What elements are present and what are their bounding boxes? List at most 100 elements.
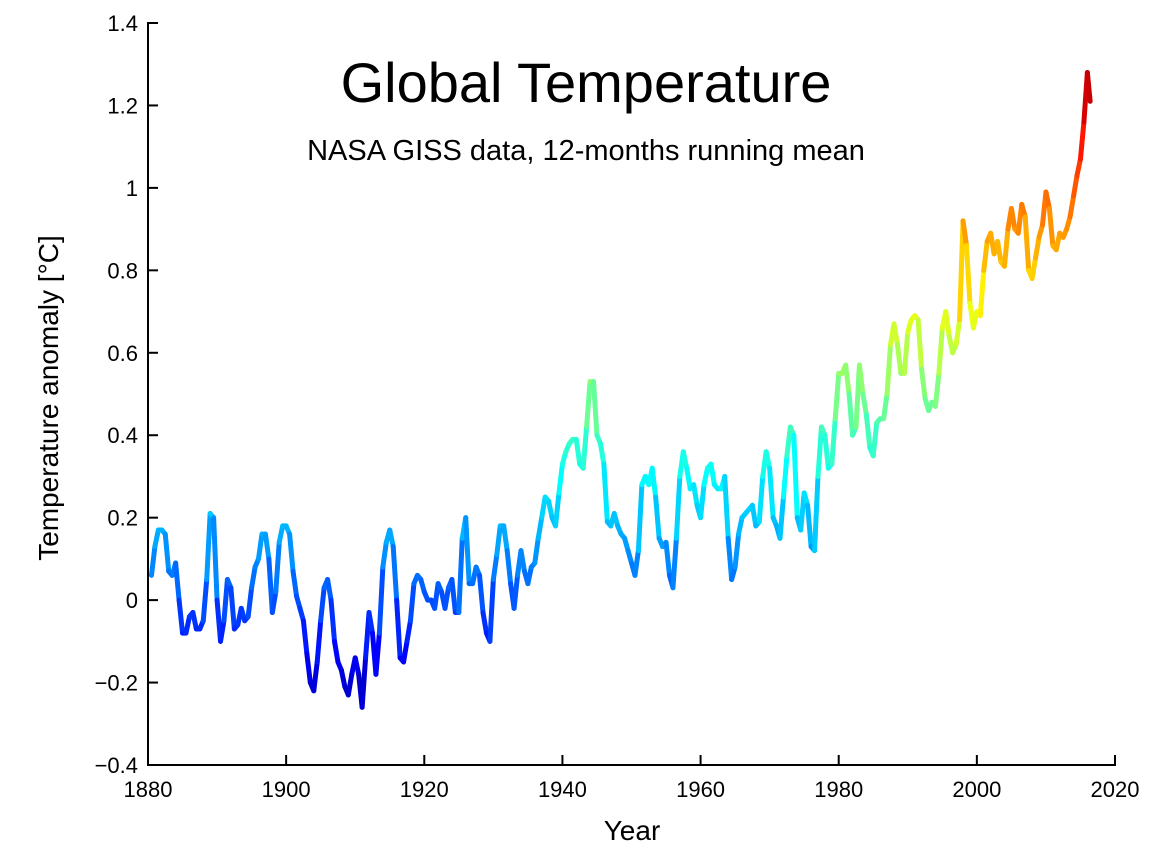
series-segment	[162, 531, 172, 574]
series-segment	[387, 527, 396, 550]
series-segment	[276, 523, 286, 545]
series-segment	[673, 473, 683, 541]
series-segment	[805, 502, 814, 550]
series-segment	[881, 391, 890, 422]
series-segment	[901, 329, 911, 376]
series-segment	[328, 597, 337, 644]
series-segment	[1071, 173, 1080, 199]
series-segment	[487, 577, 496, 644]
series-segment	[756, 473, 766, 525]
x-tick-label: 1980	[814, 777, 863, 802]
series-segment	[200, 577, 210, 624]
series-segment	[494, 523, 503, 558]
series-segment	[331, 638, 341, 665]
y-tick-label: 0.4	[107, 423, 138, 448]
series-segment	[376, 564, 386, 636]
y-tick-label: −0.4	[95, 753, 138, 778]
y-tick-label: 0	[126, 588, 138, 613]
series-segment	[1022, 214, 1032, 273]
x-tick-label: 1900	[262, 777, 311, 802]
series-segment	[304, 651, 313, 686]
series-segment	[553, 490, 562, 529]
series-segment	[932, 370, 942, 409]
series-segment	[269, 589, 279, 615]
series-segment	[318, 585, 327, 624]
series-segment	[995, 238, 1004, 265]
series-segment	[1084, 69, 1093, 104]
chart-subtitle: NASA GISS data, 12-months running mean	[307, 135, 865, 167]
series-segment	[394, 597, 403, 661]
series-segment	[777, 494, 786, 541]
series-segment	[176, 597, 186, 636]
series-segment	[822, 432, 831, 471]
series-segment	[584, 379, 593, 430]
series-segment	[894, 342, 904, 376]
series-segment	[736, 515, 745, 537]
x-tick-label: 2020	[1091, 777, 1140, 802]
series-segment	[546, 498, 555, 521]
series-segment	[915, 317, 925, 372]
series-segment	[518, 548, 527, 574]
series-segment	[218, 618, 227, 644]
series-segment	[287, 531, 296, 574]
series-segment	[663, 539, 672, 578]
series-segment	[981, 238, 990, 273]
series-segment	[228, 585, 237, 632]
series-segment	[635, 482, 645, 554]
series-segment	[463, 515, 472, 587]
series-segment	[597, 440, 607, 467]
series-segment	[860, 391, 869, 418]
y-axis-title: Temperature anomaly [°C]	[33, 235, 64, 561]
x-tick-label: 1940	[538, 777, 587, 802]
series-segment	[325, 577, 334, 603]
series-segment	[211, 515, 220, 603]
series-segment	[1067, 193, 1077, 220]
series-segment	[1008, 206, 1018, 232]
series-segment	[1029, 255, 1039, 282]
y-tick-label: 1	[126, 176, 138, 201]
series-segment	[401, 638, 410, 665]
series-segment	[273, 539, 282, 595]
series-segment	[442, 585, 451, 611]
series-segment	[221, 577, 230, 624]
series-segment	[580, 424, 590, 471]
series-segment	[632, 548, 641, 578]
series-segment	[1001, 226, 1011, 269]
series-segment	[684, 465, 693, 492]
series-segment	[957, 218, 966, 323]
series-segment	[456, 535, 465, 615]
series-segment	[701, 465, 710, 488]
series-segment	[204, 511, 213, 582]
series-segment	[390, 544, 400, 603]
series-segment	[380, 539, 389, 570]
series-segment	[829, 416, 838, 467]
series-segment	[525, 564, 534, 587]
series-segment	[1033, 234, 1042, 261]
y-tick-label: −0.2	[95, 671, 138, 696]
series-segment	[670, 535, 679, 591]
series-segment	[262, 531, 272, 562]
series-segment	[763, 449, 773, 471]
series-segment	[846, 391, 856, 438]
x-axis-title: Year	[604, 815, 661, 846]
series-segment	[767, 465, 776, 521]
series-segment	[722, 473, 731, 541]
series-segment	[511, 572, 521, 611]
series-segment	[812, 473, 821, 554]
series-segment	[843, 362, 852, 397]
series-segment	[815, 424, 824, 479]
series-segment	[832, 370, 842, 422]
y-tick-label: 0.6	[107, 341, 138, 366]
x-tick-label: 1880	[124, 777, 173, 802]
series-segment	[504, 548, 514, 587]
series-segment	[338, 667, 348, 690]
series-segment	[884, 342, 894, 397]
series-segment	[490, 552, 500, 582]
series-segment	[698, 482, 707, 521]
series-segment	[535, 515, 545, 541]
series-segment	[345, 671, 355, 698]
series-segment	[936, 325, 945, 376]
series-segment	[977, 267, 987, 319]
y-tick-label: 1.2	[107, 93, 138, 118]
